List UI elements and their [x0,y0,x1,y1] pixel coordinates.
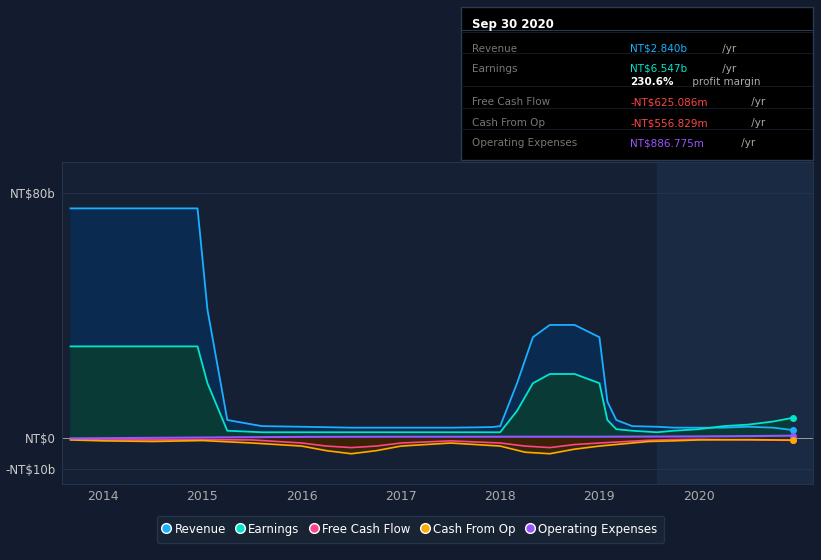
Text: NT$2.840b: NT$2.840b [630,44,687,54]
Text: -NT$556.829m: -NT$556.829m [630,119,708,128]
Text: /yr: /yr [718,44,736,54]
Text: NT$886.775m: NT$886.775m [630,138,704,148]
Bar [657,162,818,484]
Legend: Revenue, Earnings, Free Cash Flow, Cash From Op, Operating Expenses: Revenue, Earnings, Free Cash Flow, Cash … [157,516,664,543]
Text: /yr: /yr [748,119,765,128]
Text: /yr: /yr [738,138,755,148]
Text: -NT$625.086m: -NT$625.086m [630,97,708,107]
Text: /yr: /yr [718,64,736,73]
Text: NT$6.547b: NT$6.547b [630,64,687,73]
Text: 230.6%: 230.6% [630,77,673,87]
Text: /yr: /yr [748,97,765,107]
Text: Free Cash Flow: Free Cash Flow [472,97,550,107]
FancyBboxPatch shape [461,7,813,160]
Text: Cash From Op: Cash From Op [472,119,545,128]
Text: Revenue: Revenue [472,44,517,54]
Text: Earnings: Earnings [472,64,517,73]
Text: Sep 30 2020: Sep 30 2020 [472,18,554,31]
Text: profit margin: profit margin [689,77,760,87]
Text: Operating Expenses: Operating Expenses [472,138,577,148]
